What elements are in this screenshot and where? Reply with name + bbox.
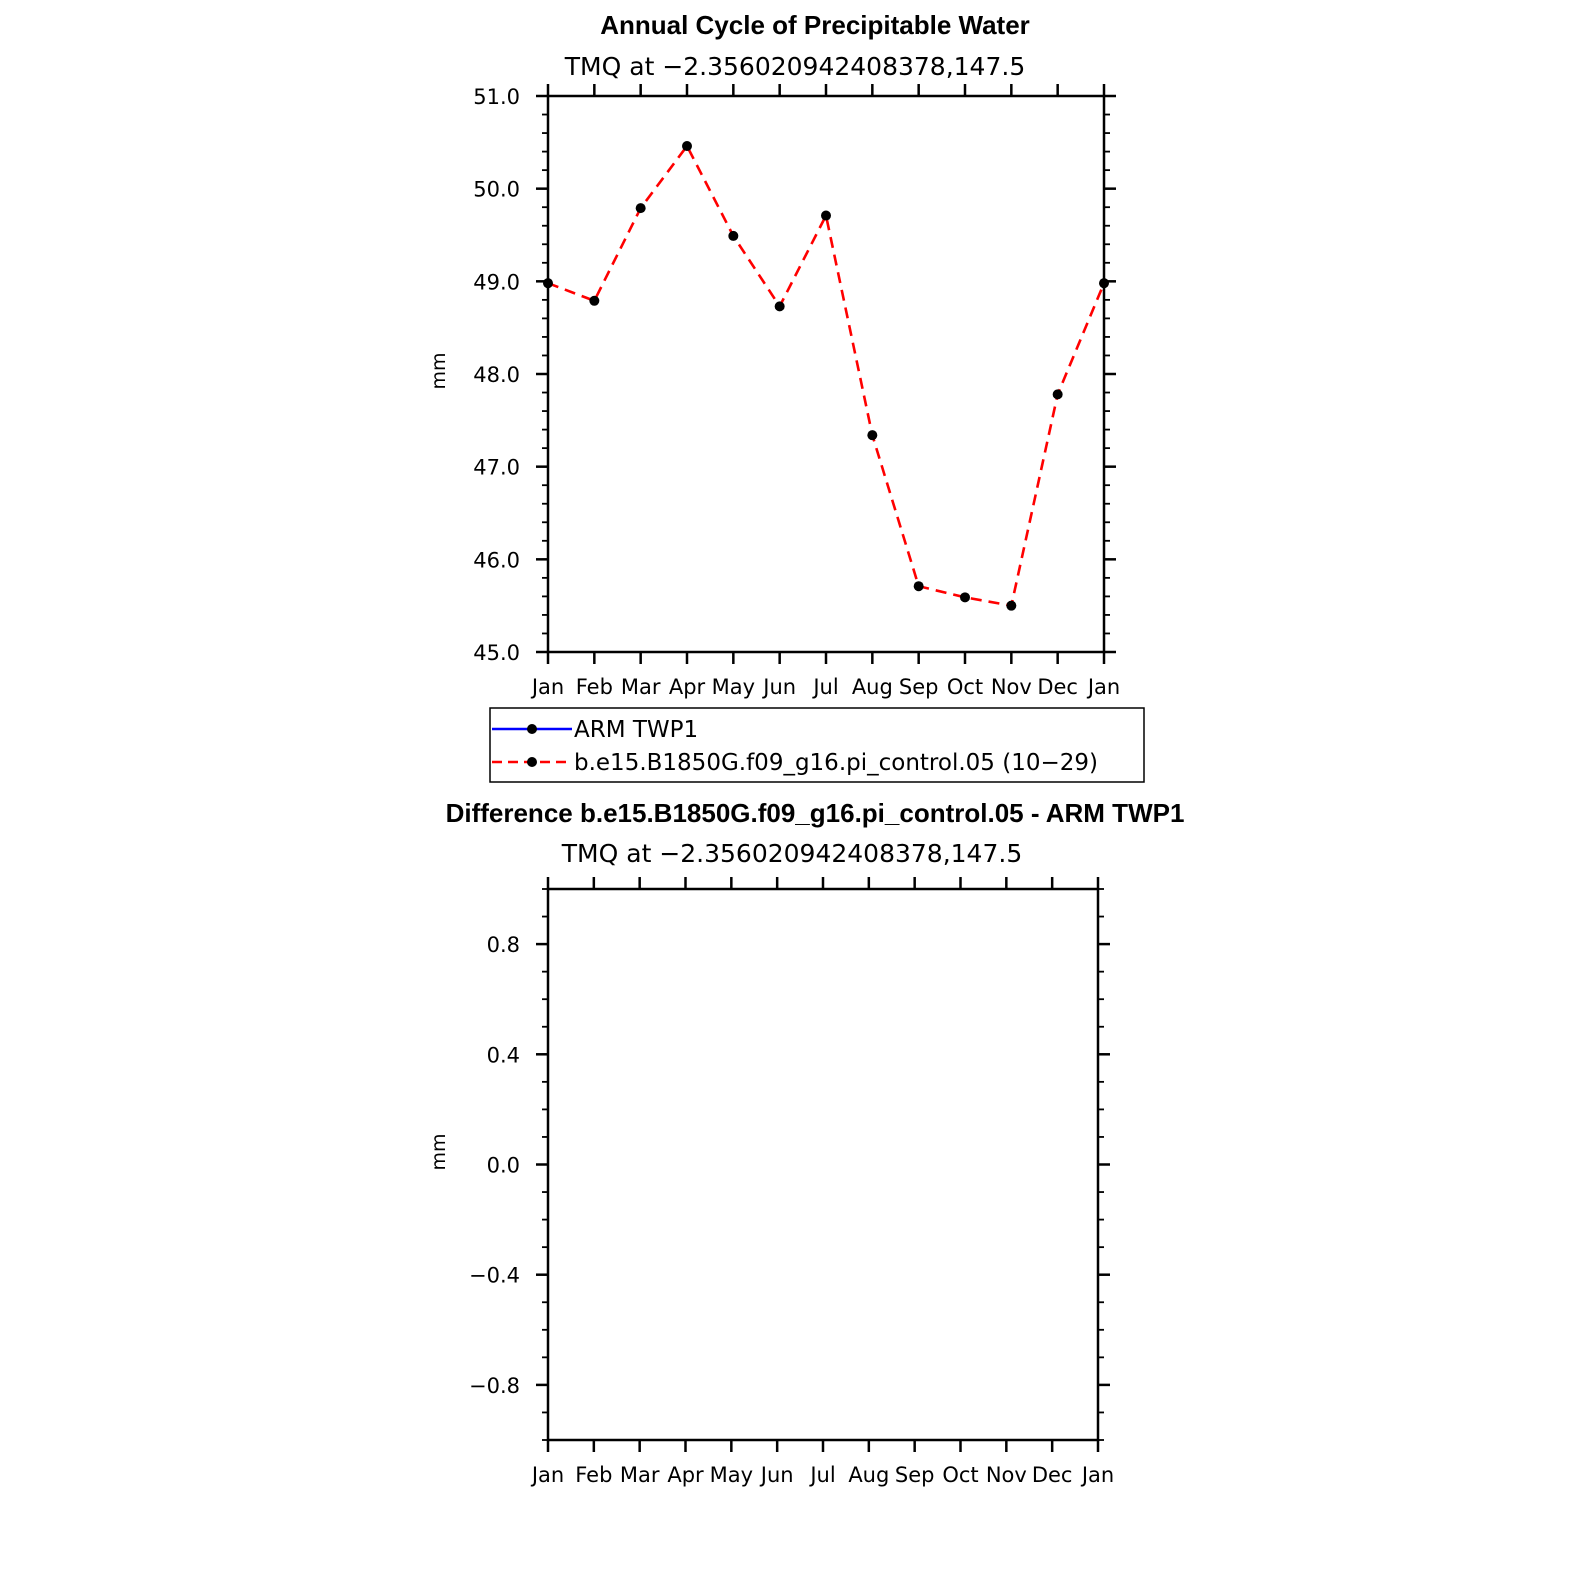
y-tick-label: 46.0: [473, 548, 520, 572]
chart-title: Annual Cycle of Precipitable Water: [600, 10, 1030, 40]
data-point: [913, 581, 924, 592]
x-tick-label: Jul: [811, 675, 838, 699]
data-point: [728, 230, 739, 241]
y-axis-label: mm: [428, 352, 450, 389]
data-point: [543, 278, 553, 289]
chart-subtitle: TMQ at −2.356020942408378,147.5: [564, 52, 1025, 81]
plot-border: [546, 887, 1100, 1442]
y-tick-label: 47.0: [473, 456, 520, 480]
x-tick-label: Nov: [991, 675, 1032, 699]
data-point: [1006, 600, 1017, 611]
y-tick-label: −0.4: [469, 1264, 520, 1288]
x-tick-label: Sep: [895, 1463, 935, 1487]
x-tick-label: Jul: [808, 1463, 835, 1487]
legend-marker-arm-twp1: [527, 724, 537, 734]
x-tick-label: Mar: [620, 1463, 660, 1487]
x-tick-label: May: [710, 1463, 753, 1487]
y-tick-label: 50.0: [473, 178, 520, 202]
x-axis: Jan Feb Mar Apr May Jun Jul Aug Sep Oct Nov Dec Jan: [530, 877, 1114, 1487]
legend-box: [489, 707, 1145, 783]
data-point: [867, 430, 878, 441]
x-tick-label: Mar: [621, 675, 661, 699]
y-axis: 45.0 46.0 47.0 48.0 49.0 50.0 51.0: [473, 85, 1116, 665]
x-tick-label: Aug: [848, 1463, 889, 1487]
annual-cycle-chart: Annual Cycle of Precipitable Water TMQ a…: [428, 10, 1120, 699]
data-point: [1099, 278, 1109, 289]
x-tick-label: Jun: [761, 675, 796, 699]
x-tick-label: Aug: [852, 675, 893, 699]
legend-marker-model: [527, 757, 537, 767]
data-point: [589, 295, 600, 306]
series-layer: [543, 141, 1109, 611]
y-tick-label: 49.0: [473, 270, 520, 294]
difference-chart: Difference b.e15.B1850G.f09_g16.pi_contr…: [428, 798, 1184, 1487]
legend: ARM TWP1 b.e15.B1850G.f09_g16.pi_control…: [489, 707, 1145, 783]
chart-subtitle: TMQ at −2.356020942408378,147.5: [561, 839, 1022, 868]
x-tick-label: Dec: [1032, 1463, 1073, 1487]
x-tick-label: Jan: [530, 1463, 564, 1487]
legend-label-arm-twp1: ARM TWP1: [574, 717, 698, 743]
x-tick-label: Feb: [575, 1463, 612, 1487]
x-tick-label: Oct: [947, 675, 983, 699]
x-axis: Jan Feb Mar Apr May Jun Jul Aug Sep Oct Nov Dec Jan: [530, 84, 1120, 699]
x-tick-label: Sep: [899, 675, 939, 699]
x-tick-label: Nov: [986, 1463, 1027, 1487]
x-tick-label: Jan: [1080, 1463, 1114, 1487]
y-axis-label: mm: [428, 1133, 450, 1170]
data-point: [1052, 389, 1063, 400]
x-tick-label: Apr: [667, 1463, 704, 1487]
y-tick-label: 0.0: [487, 1154, 520, 1178]
plot-frame: [546, 887, 1100, 1442]
x-tick-label: May: [712, 675, 755, 699]
y-tick-label: 45.0: [473, 641, 520, 665]
data-point: [821, 210, 831, 221]
legend-label-model: b.e15.B1850G.f09_g16.pi_control.05 (10−2…: [574, 750, 1098, 776]
y-tick-label: 0.8: [487, 933, 520, 957]
x-tick-label: Oct: [942, 1463, 978, 1487]
data-point: [635, 203, 646, 214]
x-tick-label: Jan: [1086, 675, 1120, 699]
x-tick-label: Feb: [576, 675, 613, 699]
chart-title: Difference b.e15.B1850G.f09_g16.pi_contr…: [446, 798, 1185, 828]
x-tick-label: Apr: [669, 675, 706, 699]
y-axis: −0.8 −0.4 0.0 0.4 0.8: [469, 888, 1110, 1441]
data-point: [682, 141, 692, 152]
x-tick-label: Dec: [1037, 675, 1078, 699]
x-tick-label: Jun: [759, 1463, 794, 1487]
x-tick-label: Jan: [530, 675, 564, 699]
data-point: [774, 301, 785, 312]
y-tick-label: 0.4: [487, 1043, 520, 1067]
y-tick-label: 51.0: [473, 85, 520, 109]
y-tick-label: 48.0: [473, 363, 520, 387]
data-point: [960, 592, 970, 603]
y-tick-label: −0.8: [469, 1374, 520, 1398]
